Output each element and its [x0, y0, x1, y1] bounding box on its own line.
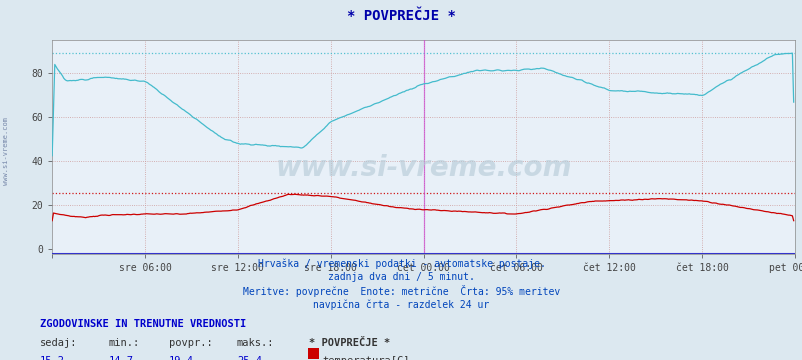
- Text: www.si-vreme.com: www.si-vreme.com: [275, 154, 571, 182]
- Text: min.:: min.:: [108, 338, 140, 348]
- Text: 15,2: 15,2: [40, 356, 65, 360]
- Text: Meritve: povprečne  Enote: metrične  Črta: 95% meritev: Meritve: povprečne Enote: metrične Črta:…: [242, 285, 560, 297]
- Text: 14,7: 14,7: [108, 356, 133, 360]
- Text: sedaj:: sedaj:: [40, 338, 78, 348]
- Text: Hrvaška / vremenski podatki - avtomatske postaje.: Hrvaška / vremenski podatki - avtomatske…: [257, 258, 545, 269]
- Text: www.si-vreme.com: www.si-vreme.com: [3, 117, 10, 185]
- Text: maks.:: maks.:: [237, 338, 274, 348]
- Text: temperatura[C]: temperatura[C]: [322, 356, 410, 360]
- Text: ZGODOVINSKE IN TRENUTNE VREDNOSTI: ZGODOVINSKE IN TRENUTNE VREDNOSTI: [40, 319, 246, 329]
- Text: 19,4: 19,4: [168, 356, 193, 360]
- Text: 25,4: 25,4: [237, 356, 261, 360]
- Text: navpična črta - razdelek 24 ur: navpična črta - razdelek 24 ur: [313, 299, 489, 310]
- Text: povpr.:: povpr.:: [168, 338, 212, 348]
- Text: * POVPREČJE *: * POVPREČJE *: [346, 9, 456, 23]
- Text: zadnja dva dni / 5 minut.: zadnja dva dni / 5 minut.: [328, 272, 474, 282]
- Text: * POVPREČJE *: * POVPREČJE *: [309, 338, 390, 348]
